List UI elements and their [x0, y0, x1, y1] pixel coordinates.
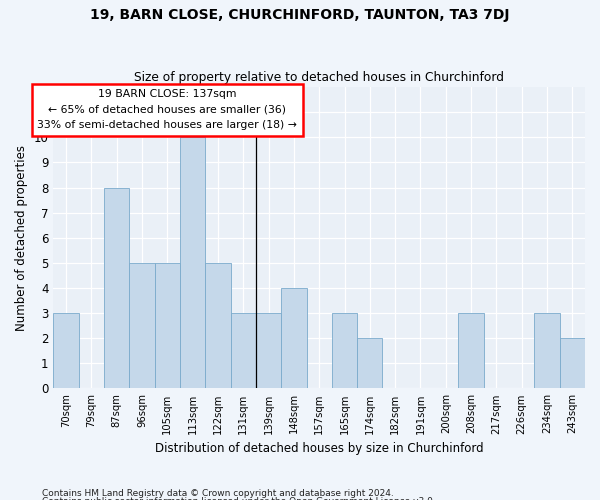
Bar: [230, 313, 256, 388]
Bar: [205, 263, 230, 388]
Bar: [104, 188, 130, 388]
Bar: [53, 313, 79, 388]
Text: Contains public sector information licensed under the Open Government Licence v3: Contains public sector information licen…: [42, 497, 436, 500]
Bar: [332, 313, 357, 388]
Bar: [281, 288, 307, 388]
Bar: [535, 313, 560, 388]
Y-axis label: Number of detached properties: Number of detached properties: [15, 144, 28, 330]
Bar: [357, 338, 382, 388]
Bar: [155, 263, 180, 388]
X-axis label: Distribution of detached houses by size in Churchinford: Distribution of detached houses by size …: [155, 442, 484, 455]
Text: 19 BARN CLOSE: 137sqm
← 65% of detached houses are smaller (36)
33% of semi-deta: 19 BARN CLOSE: 137sqm ← 65% of detached …: [37, 89, 297, 130]
Text: Contains HM Land Registry data © Crown copyright and database right 2024.: Contains HM Land Registry data © Crown c…: [42, 488, 394, 498]
Text: 19, BARN CLOSE, CHURCHINFORD, TAUNTON, TA3 7DJ: 19, BARN CLOSE, CHURCHINFORD, TAUNTON, T…: [90, 8, 510, 22]
Title: Size of property relative to detached houses in Churchinford: Size of property relative to detached ho…: [134, 72, 504, 85]
Bar: [560, 338, 585, 388]
Bar: [180, 138, 205, 388]
Bar: [458, 313, 484, 388]
Bar: [130, 263, 155, 388]
Bar: [256, 313, 281, 388]
